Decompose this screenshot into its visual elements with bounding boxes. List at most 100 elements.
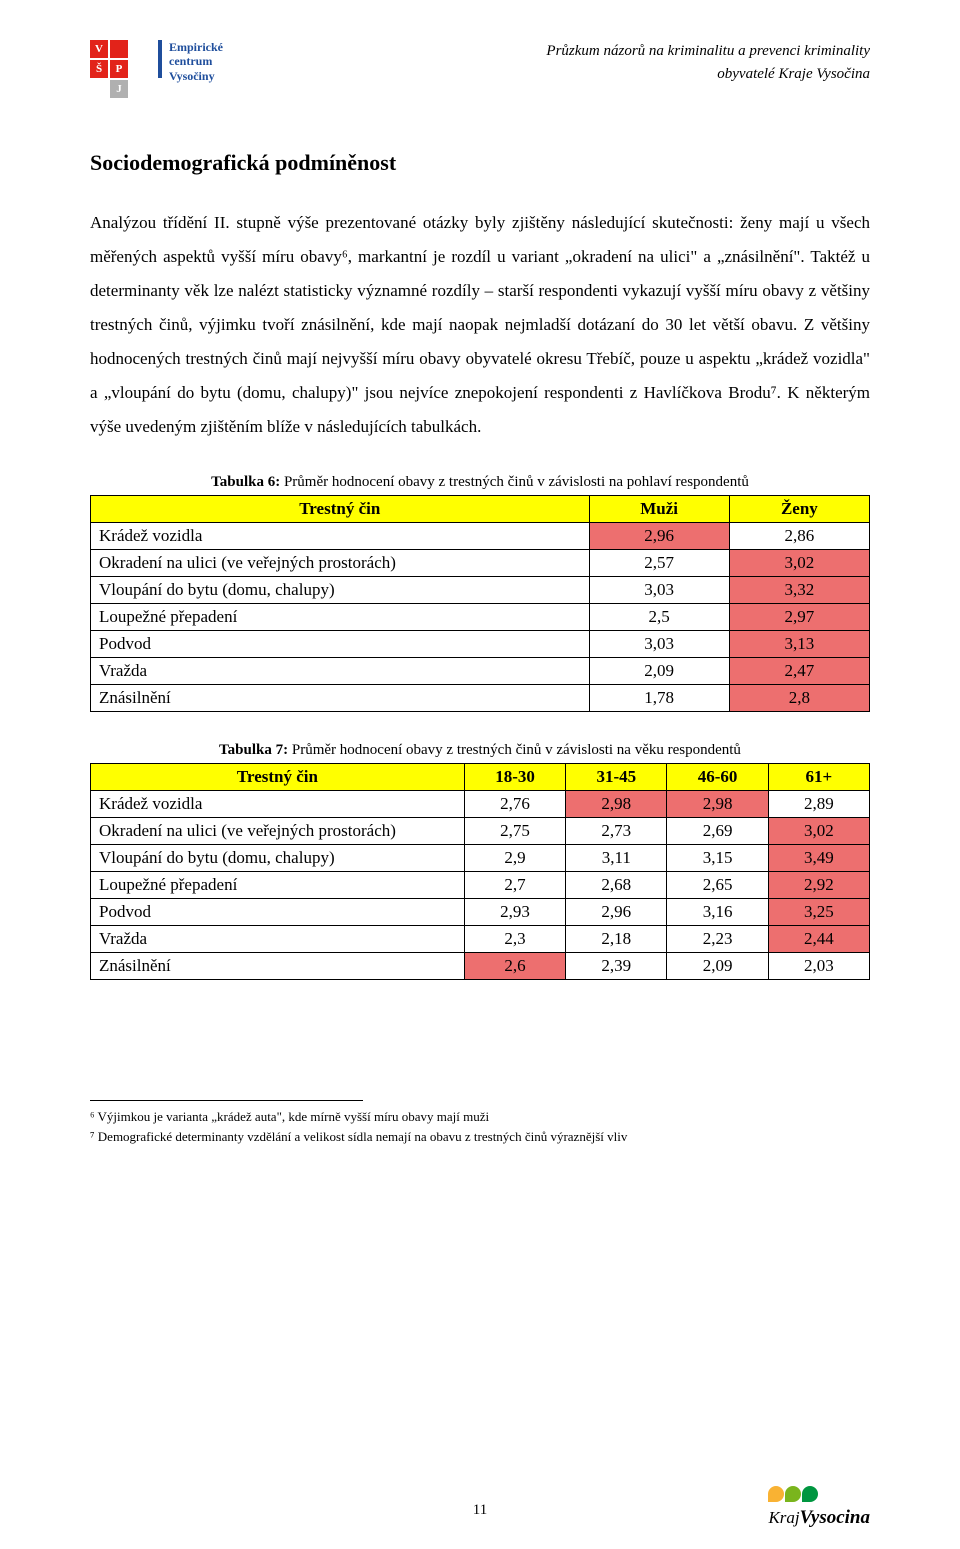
row-value: 3,02 [768, 818, 869, 845]
row-label: Znásilnění [91, 953, 465, 980]
table6: Trestný činMužiŽenyKrádež vozidla2,962,8… [90, 495, 870, 712]
row-value: 2,97 [729, 604, 869, 631]
row-label: Loupežné přepadení [91, 604, 590, 631]
table-row: Znásilnění2,62,392,092,03 [91, 953, 870, 980]
footnotes: ⁶ Výjimkou je varianta „krádež auta", kd… [90, 1107, 870, 1146]
table6-caption-bold: Tabulka 6: [211, 474, 280, 490]
logo-left: V ŠP J Empirické centrum Vysočiny [90, 40, 223, 98]
row-value: 2,57 [589, 550, 729, 577]
table-row: Krádež vozidla2,962,86 [91, 523, 870, 550]
page-number: 11 [473, 1502, 487, 1518]
table7-caption-rest: Průměr hodnocení obavy z trestných činů … [288, 742, 741, 758]
row-value: 3,11 [566, 845, 667, 872]
logo-grid-icon: V ŠP J [90, 40, 148, 98]
table7-header-cell: 46-60 [667, 764, 768, 791]
row-value: 2,23 [667, 926, 768, 953]
row-value: 2,18 [566, 926, 667, 953]
row-value: 3,03 [589, 577, 729, 604]
table-row: Vloupání do bytu (domu, chalupy)2,93,113… [91, 845, 870, 872]
table-row: Vražda2,32,182,232,44 [91, 926, 870, 953]
table-row: Loupežné přepadení2,72,682,652,92 [91, 872, 870, 899]
section-title: Sociodemografická podmíněnost [90, 150, 870, 176]
table6-header-cell: Trestný čin [91, 496, 590, 523]
row-value: 2,03 [768, 953, 869, 980]
logo-text: Empirické centrum Vysočiny [158, 40, 223, 83]
row-value: 3,02 [729, 550, 869, 577]
row-label: Loupežné přepadení [91, 872, 465, 899]
row-label: Okradení na ulici (ve veřejných prostorá… [91, 550, 590, 577]
table6-header-cell: Ženy [729, 496, 869, 523]
logo-line2: centrum [169, 54, 212, 68]
row-value: 2,93 [464, 899, 565, 926]
row-label: Vražda [91, 926, 465, 953]
document-page: V ŠP J Empirické centrum Vysočiny Průzku… [0, 0, 960, 1549]
row-value: 3,13 [729, 631, 869, 658]
row-value: 2,5 [589, 604, 729, 631]
row-value: 2,76 [464, 791, 565, 818]
logo-line1: Empirické [169, 40, 223, 54]
row-value: 2,69 [667, 818, 768, 845]
table6-caption: Tabulka 6: Průměr hodnocení obavy z tres… [90, 474, 870, 491]
footer-vys: Vysocina [800, 1507, 870, 1528]
page-header: V ŠP J Empirické centrum Vysočiny Průzku… [90, 40, 870, 110]
footer-kraj: Kraj [768, 1508, 799, 1527]
row-value: 3,03 [589, 631, 729, 658]
row-value: 2,9 [464, 845, 565, 872]
row-value: 2,09 [589, 658, 729, 685]
row-value: 2,96 [566, 899, 667, 926]
table7-header-cell: 31-45 [566, 764, 667, 791]
table7-header-cell: Trestný čin [91, 764, 465, 791]
row-label: Krádež vozidla [91, 523, 590, 550]
row-label: Okradení na ulici (ve veřejných prostorá… [91, 818, 465, 845]
footnote-6: ⁶ Výjimkou je varianta „krádež auta", kd… [90, 1107, 870, 1127]
table-row: Vražda2,092,47 [91, 658, 870, 685]
row-value: 2,3 [464, 926, 565, 953]
row-value: 2,98 [566, 791, 667, 818]
header-line2: obyvatelé Kraje Vysočina [546, 63, 870, 86]
row-value: 2,6 [464, 953, 565, 980]
footer-logo: KrajVysocina [768, 1486, 870, 1529]
row-value: 1,78 [589, 685, 729, 712]
row-value: 2,68 [566, 872, 667, 899]
row-value: 2,73 [566, 818, 667, 845]
table-row: Vloupání do bytu (domu, chalupy)3,033,32 [91, 577, 870, 604]
table-row: Okradení na ulici (ve veřejných prostorá… [91, 818, 870, 845]
leaves-icon [768, 1489, 819, 1506]
table7-caption-bold: Tabulka 7: [219, 742, 288, 758]
row-label: Vražda [91, 658, 590, 685]
row-value: 2,98 [667, 791, 768, 818]
row-value: 2,47 [729, 658, 869, 685]
row-value: 2,92 [768, 872, 869, 899]
row-label: Krádež vozidla [91, 791, 465, 818]
table-row: Podvod3,033,13 [91, 631, 870, 658]
row-value: 3,49 [768, 845, 869, 872]
table-row: Podvod2,932,963,163,25 [91, 899, 870, 926]
table7: Trestný čin18-3031-4546-6061+Krádež vozi… [90, 763, 870, 980]
row-value: 2,75 [464, 818, 565, 845]
footnote-rule [90, 1100, 363, 1107]
row-label: Vloupání do bytu (domu, chalupy) [91, 577, 590, 604]
row-value: 3,32 [729, 577, 869, 604]
row-value: 2,96 [589, 523, 729, 550]
row-value: 2,89 [768, 791, 869, 818]
row-value: 2,39 [566, 953, 667, 980]
row-value: 2,8 [729, 685, 869, 712]
row-value: 2,44 [768, 926, 869, 953]
table6-caption-rest: Průměr hodnocení obavy z trestných činů … [280, 474, 749, 490]
table-row: Okradení na ulici (ve veřejných prostorá… [91, 550, 870, 577]
table-row: Krádež vozidla2,762,982,982,89 [91, 791, 870, 818]
row-value: 2,86 [729, 523, 869, 550]
footnote-7: ⁷ Demografické determinanty vzdělání a v… [90, 1127, 870, 1147]
table-row: Znásilnění1,782,8 [91, 685, 870, 712]
row-value: 3,15 [667, 845, 768, 872]
row-label: Znásilnění [91, 685, 590, 712]
row-value: 3,16 [667, 899, 768, 926]
row-value: 2,7 [464, 872, 565, 899]
row-value: 3,25 [768, 899, 869, 926]
table7-header-cell: 18-30 [464, 764, 565, 791]
logo-line3: Vysočiny [169, 69, 215, 83]
table-row: Loupežné přepadení2,52,97 [91, 604, 870, 631]
header-right-text: Průzkum názorů na kriminalitu a prevenci… [546, 40, 870, 85]
table6-header-cell: Muži [589, 496, 729, 523]
row-label: Podvod [91, 631, 590, 658]
